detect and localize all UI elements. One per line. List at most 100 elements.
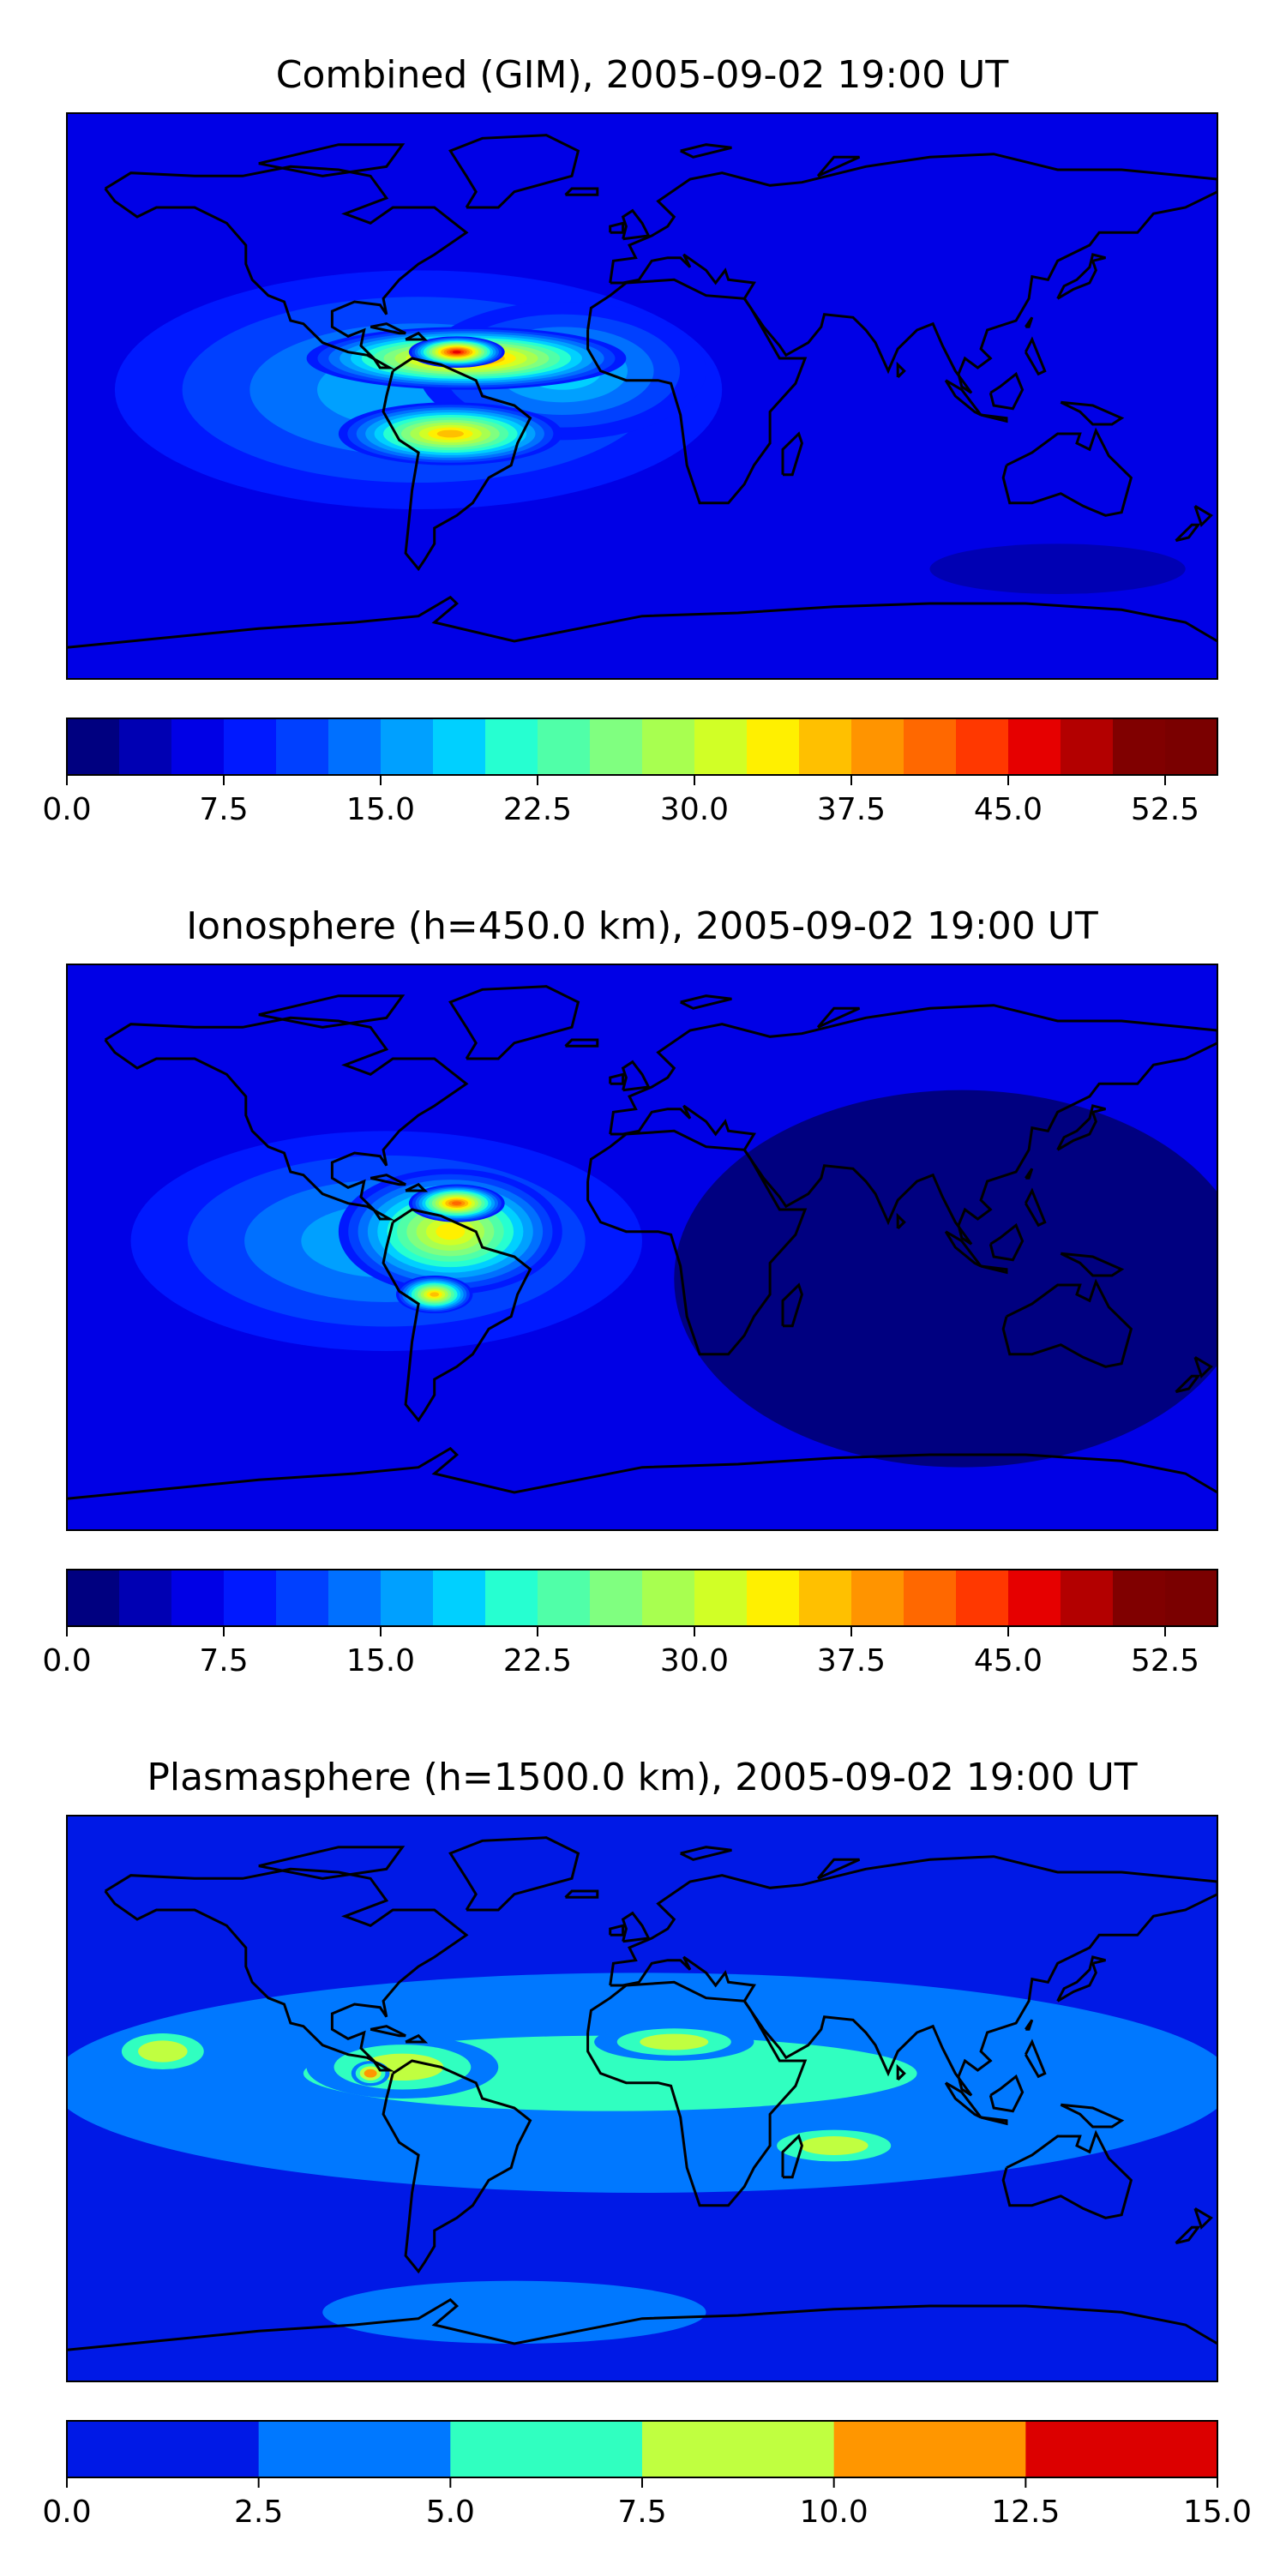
coastline (1025, 316, 1034, 328)
colorbar-tick-label: 15.0 (346, 792, 415, 827)
colorbar-swatch (328, 718, 382, 775)
coastline (258, 143, 406, 177)
coastline (405, 1182, 429, 1192)
colorbar-swatch (590, 718, 643, 775)
coastline (680, 143, 732, 159)
coastline (609, 221, 625, 234)
coastline (781, 1282, 803, 1328)
coastline (1056, 1955, 1106, 2003)
colorbar-swatch (833, 2421, 1026, 2477)
colorbar-swatch (224, 1570, 277, 1626)
colorbar-swatch (1061, 1570, 1114, 1626)
field-contour-peak (452, 351, 461, 354)
coastline (1056, 1104, 1106, 1151)
colorbar-swatch (1025, 2421, 1218, 2477)
coastline (370, 1174, 406, 1186)
coastline (1175, 2225, 1201, 2245)
coastline (1175, 523, 1201, 543)
coastline (67, 1446, 1217, 1500)
coastline (896, 1212, 906, 1230)
colorbar-swatch (1113, 1570, 1166, 1626)
coastline (564, 1889, 599, 1899)
panel-ionosphere: Ionosphere (h=450.0 km), 2005-09-02 19:0… (42, 904, 1218, 1678)
coastline (609, 1924, 625, 1937)
colorbar-swatch (956, 1570, 1009, 1626)
colorbar-swatch (450, 2421, 643, 2477)
colorbar-tick-label: 45.0 (974, 792, 1043, 827)
coastline (944, 1230, 983, 1268)
colorbar-swatch (904, 1570, 957, 1626)
coastline (1060, 400, 1125, 426)
coastline (448, 1836, 580, 1912)
field-contour-south-pacific-low (929, 543, 1186, 595)
colorbar-swatch (538, 718, 591, 775)
colorbar-swatch (1165, 718, 1218, 775)
coastline (980, 1264, 1008, 1275)
coastline (609, 153, 1217, 394)
colorbar-tick-label: 15.0 (346, 1643, 415, 1678)
colorbar-frame (66, 718, 1218, 776)
colorbar-swatch (851, 1570, 904, 1626)
colorbar-tick-label: 0.0 (42, 2495, 91, 2530)
coastline (370, 322, 406, 335)
coastline (382, 2059, 532, 2274)
colorbar-swatch (433, 718, 486, 775)
colorbar-tick-label: 52.5 (1131, 1643, 1199, 1678)
coastlines (67, 985, 1217, 1500)
colorbar-swatch (276, 718, 329, 775)
colorbar-tick-label: 37.5 (817, 1643, 886, 1678)
coastline (1024, 336, 1047, 376)
colorbar-tick-label: 2.5 (234, 2495, 283, 2530)
panel-combined: Combined (GIM), 2005-09-02 19:00 UT 0.0 7… (42, 53, 1218, 827)
colorbar-swatch (1113, 718, 1166, 775)
coastline (816, 1006, 861, 1029)
coastline (989, 1222, 1025, 1262)
colorbar-tick-label: 37.5 (817, 792, 886, 827)
coastline (1056, 253, 1106, 300)
coastlines (67, 134, 1217, 649)
colorbar-tick-label: 7.5 (199, 1643, 248, 1678)
coastline (382, 357, 532, 572)
colorbar-swatch (642, 1570, 695, 1626)
colorbar-swatch (642, 2421, 835, 2477)
coastline (1025, 2019, 1034, 2031)
coastline (1001, 427, 1133, 517)
coastline (1024, 2039, 1047, 2079)
colorbar-swatch (694, 718, 748, 775)
colorbar-swatch (119, 1570, 172, 1626)
coastline (258, 1846, 406, 1880)
panel-title: Plasmasphere (h=1500.0 km), 2005-09-02 1… (147, 1756, 1137, 1799)
coastline (816, 1858, 861, 1880)
coastline (944, 2081, 983, 2119)
coastline (104, 165, 469, 369)
map-field (67, 113, 1217, 679)
map-field (67, 1816, 1217, 2381)
colorbar-tick-label: 0.0 (42, 1643, 91, 1678)
colorbar-swatch (1061, 718, 1114, 775)
coastline (1001, 1278, 1133, 1368)
field-contour-central-america-peak (364, 2069, 377, 2078)
colorbar-swatch (328, 1570, 382, 1626)
coastline (980, 413, 1008, 423)
map-frame (66, 112, 1218, 680)
coastline (370, 2025, 406, 2038)
coastline (586, 1980, 808, 2207)
coastline (680, 994, 732, 1010)
field-contour-pacific-blob (138, 2040, 188, 2063)
colorbar-swatch (799, 1570, 852, 1626)
field-contour-crest-south (436, 429, 464, 438)
field-contour-crest-north (452, 1201, 462, 1205)
colorbar-swatch (799, 718, 852, 775)
panel-title: Ionosphere (h=450.0 km), 2005-09-02 19:0… (186, 904, 1098, 948)
coastline (1193, 2207, 1213, 2231)
coastline (609, 1004, 1217, 1246)
colorbar-tick-label: 30.0 (660, 1643, 729, 1678)
field-contour-eastern-hemisphere-low (674, 1090, 1217, 1468)
coastline (896, 2063, 906, 2081)
colorbar-swatch (747, 1570, 800, 1626)
coastline (104, 1016, 469, 1221)
panel-plasmasphere: Plasmasphere (h=1500.0 km), 2005-09-02 1… (42, 1756, 1252, 2530)
coastline (989, 371, 1025, 411)
colorbar-swatch (590, 1570, 643, 1626)
colorbar-tick-label: 12.5 (991, 2495, 1060, 2530)
